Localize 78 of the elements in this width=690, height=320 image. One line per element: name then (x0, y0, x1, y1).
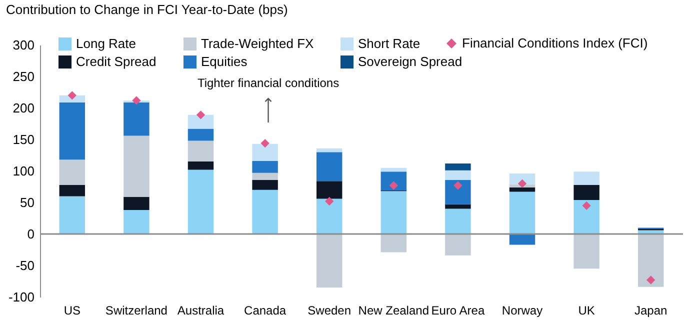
bar (252, 144, 278, 161)
bar (252, 190, 278, 234)
point (582, 201, 591, 210)
bar (59, 196, 86, 234)
annotation: Tighter financial conditions (197, 76, 340, 90)
x-tick-label: New Zealand (358, 304, 430, 318)
x-tick-label: Sweden (308, 304, 352, 318)
bar (188, 170, 214, 234)
point (260, 138, 270, 148)
bar (188, 162, 214, 170)
bar (316, 148, 342, 152)
y-tick-label: 100 (12, 164, 34, 178)
point (68, 91, 76, 100)
bar (509, 187, 536, 192)
bar (445, 163, 471, 170)
legend-label: Equities (201, 54, 248, 69)
x-tick-label: Japan (634, 304, 668, 318)
point (454, 181, 462, 190)
y-tick-label: -100 (8, 290, 34, 304)
bar (124, 102, 150, 136)
bar (316, 234, 342, 288)
bar (59, 184, 86, 196)
bar (574, 184, 600, 200)
bar (59, 160, 86, 185)
bar (188, 140, 214, 162)
bar (188, 128, 214, 141)
bar (124, 136, 150, 197)
bar (188, 114, 214, 129)
bar (316, 152, 342, 182)
bar (509, 174, 536, 184)
x-tick-label: US (64, 304, 80, 318)
bar (316, 181, 342, 199)
point (646, 276, 656, 284)
y-tick-label: 0 (27, 226, 34, 242)
y-tick-label: 200 (12, 100, 34, 116)
bar (445, 208, 471, 234)
bar (574, 200, 600, 234)
y-tick-label: 150 (12, 132, 34, 147)
bar (59, 95, 86, 102)
bar (316, 198, 342, 234)
legend-label: Credit Spread (76, 54, 156, 69)
x-tick-label: Switzerland (105, 304, 168, 318)
y-tick-label: 250 (12, 69, 34, 84)
bar (574, 172, 600, 185)
x-tick-label: Canada (244, 304, 286, 318)
bar (252, 172, 278, 180)
bar (509, 192, 536, 234)
bar (445, 180, 471, 204)
x-tick-label: Euro Area (431, 304, 485, 318)
x-tick-label: Norway (502, 304, 543, 318)
bar (252, 160, 278, 173)
y-tick-label: -50 (16, 258, 34, 273)
bar (380, 191, 407, 234)
point (132, 96, 141, 105)
point (196, 110, 206, 120)
legend-label: Trade-Weighted FX (201, 36, 314, 51)
y-tick-label: 50 (20, 195, 34, 210)
bar (59, 102, 86, 160)
bar (124, 196, 150, 210)
legend-label: Financial Conditions Index (FCI) (462, 36, 648, 50)
bar (638, 234, 664, 287)
legend-label: Short Rate (358, 36, 420, 51)
bar (574, 234, 600, 269)
bar (380, 234, 407, 252)
x-tick-label: Australia (177, 304, 224, 318)
bar (445, 170, 471, 180)
legend-label: Long Rate (76, 36, 136, 51)
bar (252, 180, 278, 190)
bar (380, 168, 407, 172)
y-tick-label: 300 (12, 38, 34, 52)
bar (380, 172, 407, 191)
legend-label: Sovereign Spread (358, 54, 462, 69)
bar (445, 234, 471, 256)
point (325, 196, 334, 206)
bar (124, 210, 150, 234)
bar (445, 204, 471, 209)
chart-title: Contribution to Change in FCI Year-to-Date (bps) (6, 2, 288, 17)
x-tick-label: UK (578, 304, 595, 318)
